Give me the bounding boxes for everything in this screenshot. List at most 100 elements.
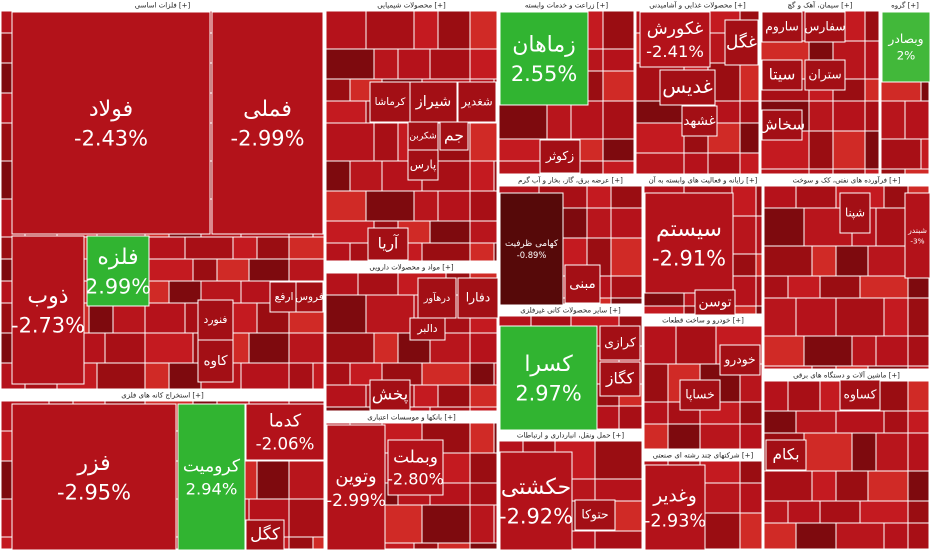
stock-tile (288, 536, 314, 550)
stock-tile (808, 168, 834, 175)
stock-tile (373, 122, 399, 162)
stock-tile (570, 100, 604, 140)
stock-tile (325, 272, 359, 296)
stock-tile (546, 100, 572, 140)
stock-tile (602, 160, 635, 175)
sector-header (764, 175, 929, 185)
stock-name: سیتا (769, 66, 796, 84)
stock-tile (643, 423, 669, 450)
stock-tile (349, 160, 383, 192)
stock-tile (365, 190, 415, 222)
stock-tile (763, 275, 789, 299)
sector-title: حمل ونقل، انبارداری و ارتباطات [+] (517, 432, 624, 440)
stock-tile (469, 220, 498, 244)
stock-change: 2.55% (511, 62, 577, 86)
sector-header (499, 430, 642, 440)
stock-name: مبنی (569, 277, 596, 292)
stock-tile (256, 460, 290, 500)
sector-header (499, 305, 642, 315)
stock-tile (907, 380, 930, 412)
stock-tile (763, 522, 797, 550)
stock-tile (429, 48, 471, 80)
stock-tile (694, 289, 736, 316)
stock-tile (880, 168, 906, 175)
stock-tile (269, 281, 299, 313)
stock-tile (493, 160, 498, 192)
stock-tile (373, 332, 399, 364)
stock-tile (763, 207, 805, 247)
stock-tile (739, 512, 763, 550)
sector-header (326, 262, 497, 272)
stock-tile (907, 365, 930, 370)
stock-tile (644, 192, 734, 294)
stock-tile (867, 470, 909, 502)
stock-tile (421, 362, 471, 386)
stock-tile (429, 406, 471, 412)
stock-tile (288, 332, 325, 364)
stock-tile (184, 236, 234, 260)
stock-tile (763, 245, 813, 277)
stock-tile (643, 325, 677, 365)
stock-tile (739, 482, 763, 514)
stock-name: غگل (726, 32, 757, 52)
stock-tile (760, 168, 810, 175)
stock-name: کهامی ظرفیت (505, 239, 559, 249)
sector-title: ماشین آلات و دستگاه های برقی [+] (793, 371, 900, 380)
stock-tile (851, 432, 877, 472)
stock-name: فولاد (89, 97, 133, 122)
stock-tile (803, 335, 853, 367)
stock-tile (248, 332, 290, 364)
stock-name: غشهد (683, 114, 715, 129)
stock-tile (739, 122, 760, 154)
stock-tile (739, 423, 763, 450)
stock-tile (739, 100, 760, 124)
stock-tile (325, 242, 351, 262)
stock-tile (357, 272, 399, 296)
stock-tile (594, 530, 643, 550)
stock-tile (325, 78, 351, 102)
stock-tile (739, 460, 763, 484)
stock-tile (288, 258, 325, 282)
stock-tile (437, 190, 471, 222)
stock-change: 2.94% (186, 479, 238, 498)
stock-tile (883, 297, 909, 337)
stock-tile (586, 185, 612, 209)
stock-tile (731, 275, 757, 307)
stock-name: درهآور (423, 291, 451, 304)
stock-tile (407, 149, 439, 181)
stock-name: فزر (76, 451, 110, 476)
stock-tile (417, 277, 457, 319)
stock-tile (326, 424, 386, 550)
sector-header (644, 175, 762, 185)
stock-tile (240, 362, 290, 390)
stock-name: دفارا (466, 291, 490, 306)
stock-tile (699, 482, 741, 514)
stock-name: شیراز (415, 94, 451, 110)
sector-title: محصولات غذایی و آشامیدنی [+] (649, 1, 746, 10)
stock-tile (875, 432, 909, 472)
stock-tile (763, 470, 813, 502)
stock-tile (469, 422, 495, 454)
stock-name: فلزه (97, 245, 138, 270)
stock-tile (683, 152, 709, 175)
stock-tile (325, 190, 367, 222)
stock-name: ذوب (27, 284, 68, 309)
stock-tile (602, 70, 635, 102)
stock-tile (765, 439, 807, 471)
stock-tile (707, 152, 741, 175)
stock-tile (811, 245, 837, 277)
stock-tile (832, 168, 866, 175)
stock-tile (731, 305, 757, 315)
stock-tile (811, 365, 837, 370)
stock-tile (804, 11, 846, 43)
stock-name: سفارس (804, 20, 845, 35)
stock-tile (851, 335, 877, 367)
stock-name: زکوثر (545, 149, 574, 164)
stock-tile (763, 380, 789, 412)
stock-tile (469, 384, 498, 408)
stock-tile (499, 11, 589, 106)
stock-tile (880, 100, 906, 140)
stock-tile (177, 403, 246, 550)
stock-tile (883, 185, 909, 209)
stock-name: حکشتی (501, 475, 571, 500)
